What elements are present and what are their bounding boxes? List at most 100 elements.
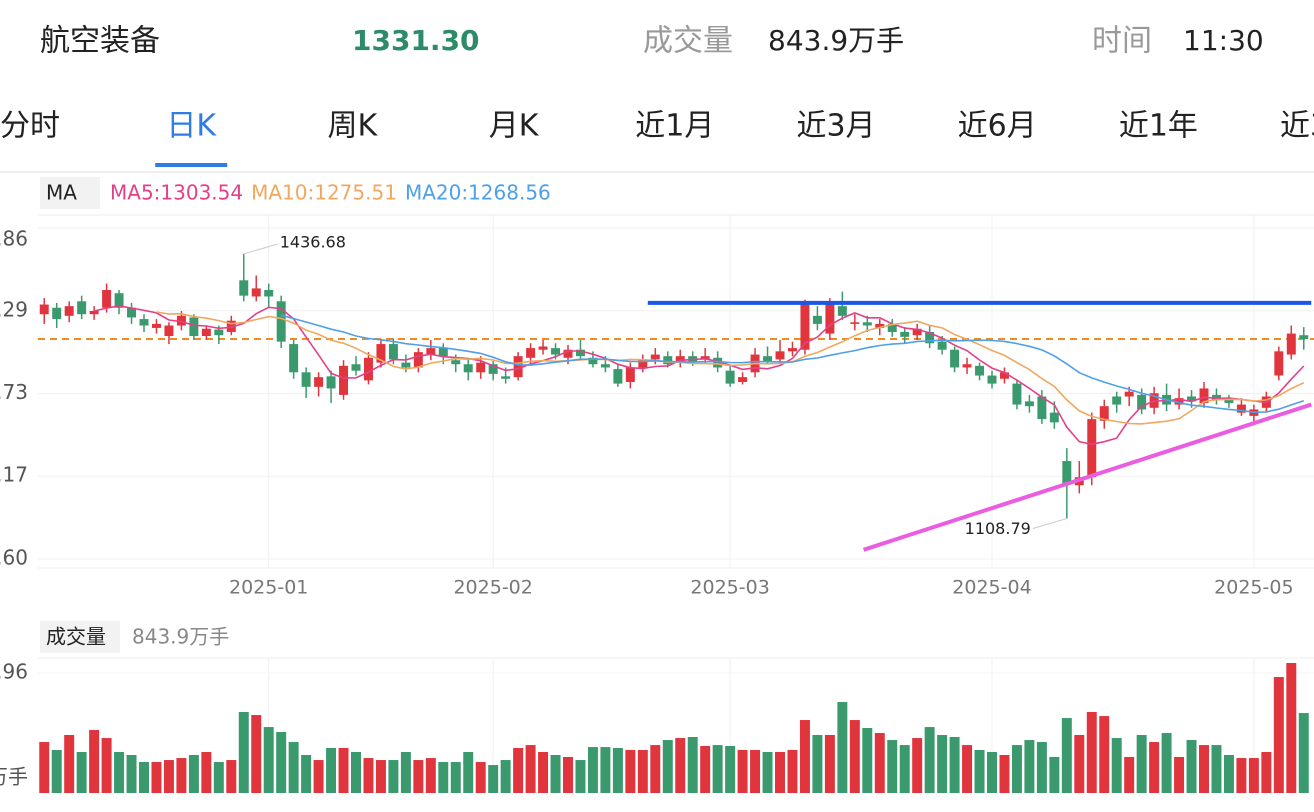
volume-bar [787, 749, 798, 793]
x-tick-label: 2025-05 [1214, 577, 1293, 599]
candle-body [787, 348, 797, 352]
candle-body [551, 348, 561, 355]
candle-body [488, 364, 498, 374]
volume-bar [251, 715, 262, 793]
candle-body [850, 322, 860, 324]
volume-bar [924, 727, 935, 793]
tab[interactable]: 近1月 [635, 109, 714, 144]
candle-body [314, 377, 324, 387]
volume-bar [600, 747, 611, 793]
tab[interactable]: 近6月 [958, 109, 1037, 144]
volume-bar [737, 749, 748, 793]
volume-bar [1236, 758, 1247, 793]
candle-body [176, 315, 186, 326]
volume-bar [1124, 756, 1135, 793]
trendline [862, 402, 1312, 552]
candle-body [388, 344, 398, 360]
ma-line [280, 314, 1305, 414]
candle-body [339, 365, 349, 395]
tab[interactable]: 分时 [0, 109, 60, 144]
candle-body [1199, 388, 1209, 403]
candle-body [725, 370, 735, 384]
tab-underline [155, 163, 228, 167]
candle-body [401, 362, 411, 368]
candle-body [900, 331, 910, 337]
volume-bar [139, 762, 149, 793]
volume-bar [188, 755, 199, 793]
volume-bar [400, 751, 411, 793]
candle-body [1124, 391, 1134, 397]
volume-unit: 万手 [0, 765, 28, 789]
volume-bar [563, 756, 573, 793]
candle-body [613, 369, 623, 384]
candle-body [1299, 335, 1309, 339]
annotation-leader [243, 243, 278, 255]
x-tick-label: 2025-02 [453, 577, 532, 599]
candle-body [214, 329, 224, 336]
tab[interactable]: 日K [166, 109, 217, 144]
stock-price: 1331.30 [352, 24, 480, 57]
volume-bar [812, 735, 823, 793]
volume-bar [326, 747, 337, 793]
volume-bar [500, 760, 511, 793]
candle-body [226, 320, 236, 332]
tab[interactable]: 月K [489, 109, 540, 144]
tab[interactable]: 近3月 [796, 109, 875, 144]
volume-bar [263, 727, 274, 793]
volume-bar [999, 755, 1010, 793]
tab[interactable]: 近3年 [1280, 109, 1314, 144]
candle-body [52, 307, 62, 320]
volume-bar [1099, 716, 1110, 793]
candle-body [1211, 394, 1221, 400]
volume-bar [1149, 742, 1160, 793]
volume-bar [475, 762, 486, 793]
candle-body [825, 301, 835, 334]
tab[interactable]: 近1年 [1119, 109, 1198, 144]
candle-body [887, 323, 897, 332]
candle-body [1112, 396, 1122, 405]
candle-body [812, 315, 822, 324]
tab[interactable]: 周K [328, 109, 379, 144]
candle-body [289, 344, 299, 373]
volume-bar [375, 760, 386, 793]
volume-bar [750, 749, 761, 793]
candle-body [987, 375, 997, 384]
time-label: 时间 [1092, 24, 1152, 59]
candle-body [64, 306, 74, 316]
candle-body [413, 352, 423, 368]
volume-bar [363, 758, 374, 793]
candle-body [600, 364, 610, 368]
candle-body [276, 301, 286, 342]
candle-body [77, 301, 87, 315]
volume-bar [1261, 751, 1272, 793]
volume-bar [1011, 745, 1022, 793]
volume-bar [276, 731, 287, 793]
candle-body [1236, 404, 1246, 413]
y-tick-label: 1058.60 [0, 546, 28, 570]
candle-body [201, 328, 211, 336]
candle-body [89, 310, 99, 315]
candle-body [1137, 394, 1147, 410]
volume-bar [962, 745, 973, 793]
volume-bar [238, 711, 249, 793]
volume-bar [1248, 758, 1259, 793]
volume-bar [301, 755, 312, 793]
volume-bar [949, 737, 960, 793]
volume-bar [450, 762, 461, 793]
candle-body [264, 290, 274, 297]
volume-bar [612, 747, 623, 793]
volume-bar [725, 746, 736, 793]
candle-body [127, 307, 137, 318]
candle-body [862, 322, 872, 326]
volume-bar [1161, 733, 1172, 793]
volume-bar [114, 751, 125, 793]
volume-bar [151, 762, 162, 793]
candle-body [738, 377, 748, 382]
x-tick-label: 2025-03 [690, 577, 769, 599]
volume-bar [587, 747, 598, 793]
volume-bar [1111, 738, 1122, 793]
candle-body [513, 356, 523, 378]
volume-bar [1298, 713, 1309, 793]
ma-legend: MA20:1268.56 [405, 181, 551, 205]
